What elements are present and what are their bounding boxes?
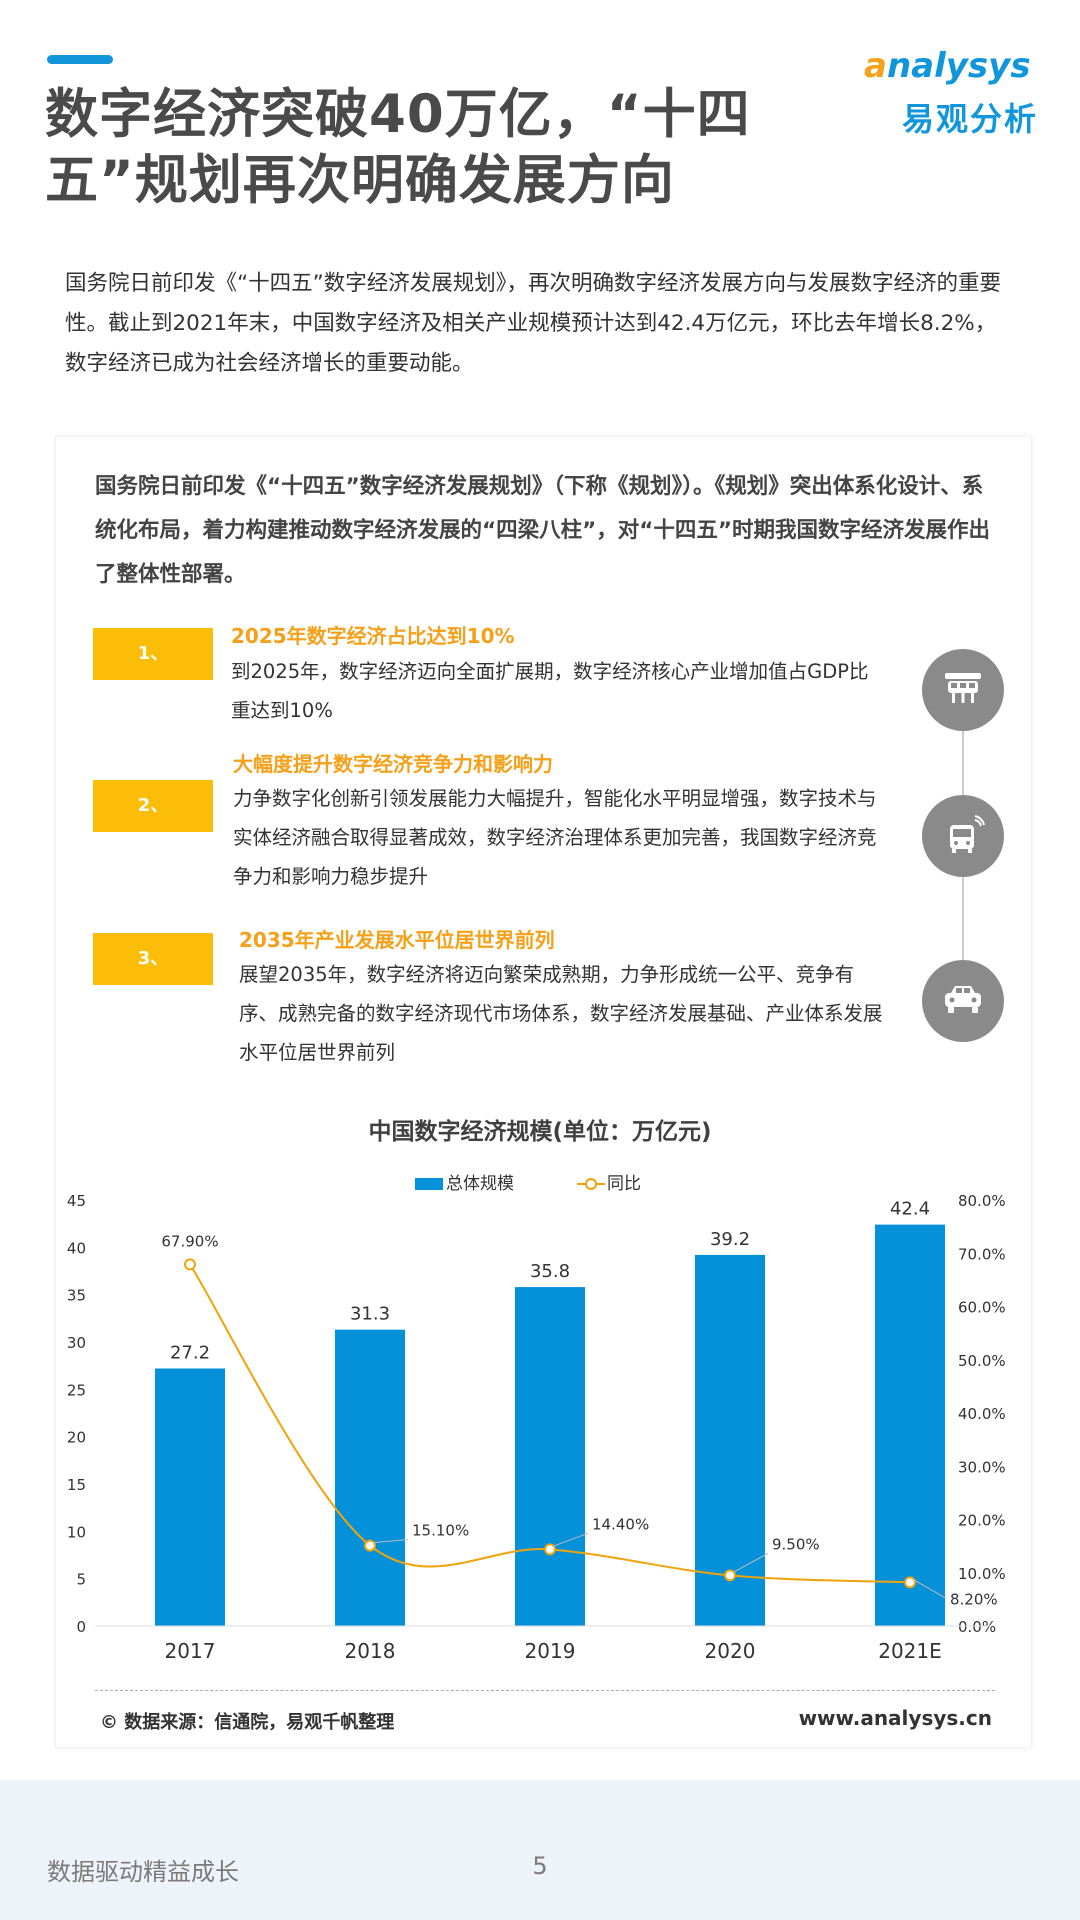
y2-axis-tick-label: 70.0% xyxy=(958,1245,1006,1263)
item-3-description: 展望2035年，数字经济将迈向繁荣成熟期，力争形成统一公平、竞争有序、成熟完备的… xyxy=(239,963,883,1064)
yoy-point xyxy=(904,1576,916,1589)
yoy-point xyxy=(184,1258,196,1271)
digital-economy-chart: 总体规模 同比 0 5 10 15 20 25 30 35 40 45 0.0% 10.0% 20.0… xyxy=(67,1174,1006,1663)
y2-axis-tick-label: 0.0% xyxy=(958,1618,996,1636)
yoy-line xyxy=(189,1263,911,1584)
yoy-point xyxy=(724,1569,736,1582)
y-axis-tick-label: 45 xyxy=(67,1192,86,1210)
y-axis-tick-label: 40 xyxy=(67,1239,86,1257)
y-axis-tick-label: 30 xyxy=(67,1334,86,1352)
y2-axis-tick-label: 80.0% xyxy=(958,1192,1006,1210)
x-axis-tick-label: 2018 xyxy=(345,1639,396,1663)
x-axis-tick-label: 2021E xyxy=(878,1639,942,1663)
bar-value-label: 39.2 xyxy=(710,1229,750,1250)
footer-slogan: 数据驱动精益成长 xyxy=(47,1858,239,1886)
y2-axis-tick-label: 40.0% xyxy=(958,1405,1006,1423)
y-axis-tick-label: 5 xyxy=(76,1571,86,1589)
bar-value-label: 35.8 xyxy=(530,1261,570,1282)
y2-axis-tick-label: 50.0% xyxy=(958,1352,1006,1370)
legend-swatch-marker xyxy=(585,1178,597,1190)
logo-english: analysys xyxy=(864,46,1031,86)
y2-axis-tick-label: 10.0% xyxy=(958,1565,1006,1583)
website-link[interactable]: www.analysys.cn xyxy=(798,1706,992,1730)
bar-value-label: 27.2 xyxy=(170,1343,210,1364)
legend-swatch-bar xyxy=(415,1178,443,1190)
bar-value-label: 31.3 xyxy=(350,1304,390,1325)
y-axis-tick-label: 25 xyxy=(67,1381,86,1399)
y-axis-tick-label: 10 xyxy=(67,1523,86,1541)
item-3-title: 2035年产业发展水平位居世界前列 xyxy=(239,928,555,952)
logo-chinese: 易观分析 xyxy=(902,100,1039,138)
bar xyxy=(695,1254,765,1626)
intro-paragraph: 国务院日前印发《“十四五”数字经济发展规划》，再次明确数字经济发展方向与发展数字… xyxy=(65,271,1002,376)
yoy-point xyxy=(544,1543,556,1556)
y-axis-tick-label: 0 xyxy=(76,1618,86,1636)
legend-label-bar: 总体规模 xyxy=(446,1174,514,1194)
y-axis-tick-label: 15 xyxy=(67,1476,86,1494)
item-1-description: 到2025年，数字经济迈向全面扩展期，数字经济核心产业增加值占GDP比重达到10… xyxy=(231,660,869,722)
bar xyxy=(335,1329,405,1626)
logo-letter-a: a xyxy=(864,46,887,86)
yoy-point xyxy=(364,1539,376,1552)
item-1-tag: 1、 xyxy=(93,628,213,680)
yoy-leader-line xyxy=(732,1552,769,1573)
data-source-note: © 数据来源：信通院，易观千帆整理 xyxy=(100,1712,395,1733)
bar xyxy=(875,1224,945,1626)
y2-axis-tick-label: 30.0% xyxy=(958,1458,1006,1476)
item-1-title: 2025年数字经济占比达到10% xyxy=(231,624,515,648)
x-axis-tick-label: 2017 xyxy=(165,1639,216,1663)
page-title-line2: 五”规划再次明确发展方向 xyxy=(45,150,675,211)
page-number: 5 xyxy=(532,1852,548,1880)
y2-axis-tick-label: 60.0% xyxy=(958,1299,1006,1317)
item-3-tag: 3、 xyxy=(93,933,213,985)
plan-card-intro: 国务院日前印发《“十四五”数字经济发展规划》（下称《规划》）。《规划》突出体系化… xyxy=(95,474,991,587)
analysys-logo: analysys 易观分析 xyxy=(864,46,1064,146)
bar-value-label: 42.4 xyxy=(890,1199,930,1220)
item-2-tag: 2、 xyxy=(93,780,213,832)
bar xyxy=(155,1368,225,1626)
y-axis-tick-label: 35 xyxy=(67,1287,86,1305)
chart-legend: 总体规模 同比 xyxy=(415,1174,641,1194)
yoy-value-label: 14.40% xyxy=(592,1515,649,1533)
monorail-train-icon xyxy=(922,649,1004,731)
page-title-line1: 数字经济突破40万亿，“十四 xyxy=(45,84,751,145)
yoy-leader-line xyxy=(912,1578,947,1599)
bar xyxy=(515,1287,585,1626)
legend-label-line: 同比 xyxy=(607,1174,641,1194)
source-divider xyxy=(95,1690,995,1691)
x-axis-tick-label: 2020 xyxy=(705,1639,756,1663)
item-2-description: 力争数字化创新引领发展能力大幅提升，智能化水平明显增强，数字技术与实体经济融合取… xyxy=(233,787,877,888)
footer-band xyxy=(0,1780,1080,1920)
yoy-leader-line xyxy=(552,1532,589,1547)
chart-title: 中国数字经济规模(单位：万亿元) xyxy=(368,1119,712,1145)
x-axis-tick-label: 2019 xyxy=(525,1639,576,1663)
page-title: 数字经济突破40万亿，“十四 五”规划再次明确发展方向 xyxy=(45,82,865,214)
yoy-leader-line xyxy=(372,1539,409,1544)
car-icon xyxy=(922,960,1004,1042)
yoy-value-label: 9.50% xyxy=(772,1535,820,1553)
yoy-value-label: 15.10% xyxy=(412,1522,469,1540)
yoy-value-label: 8.20% xyxy=(950,1590,998,1608)
title-accent-bar xyxy=(47,55,113,64)
logo-en-text: nalysys xyxy=(886,46,1031,86)
bus-wifi-icon xyxy=(922,795,1004,877)
yoy-value-label: 67.90% xyxy=(161,1232,218,1250)
item-2-title: 大幅度提升数字经济竞争力和影响力 xyxy=(233,752,553,776)
y-axis-tick-label: 20 xyxy=(67,1429,86,1447)
y2-axis-tick-label: 20.0% xyxy=(958,1512,1006,1530)
